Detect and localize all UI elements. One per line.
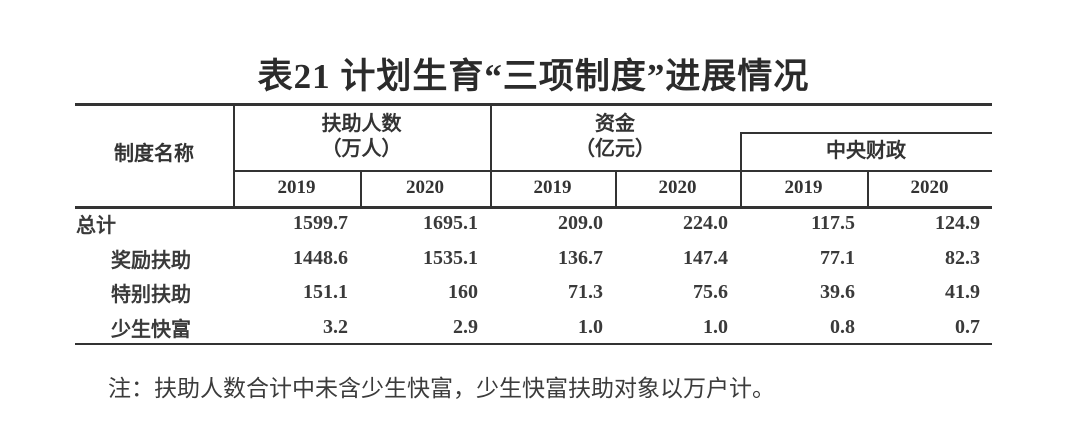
assisted-people-unit: （万人） [321, 137, 402, 160]
divider-assist-years [360, 170, 362, 206]
divider-assist-funds [490, 103, 492, 206]
header-group-assisted-people: 扶助人数 （万人） [233, 103, 490, 170]
header-institution-name-label: 制度名称 [114, 143, 194, 165]
row-label: 奖励扶助 [111, 249, 191, 272]
central-finance-top-border [740, 132, 992, 134]
row-label: 总计 [76, 214, 116, 237]
table-row-fewer-births: 少生快富 3.2 2.9 1.0 1.0 0.8 0.7 [75, 310, 992, 345]
statistics-table: 制度名称 扶助人数 （万人） 资金 （亿元） 中央财政 2019 2020 20… [75, 103, 992, 345]
header-group-central-finance: 中央财政 [740, 132, 992, 170]
row-label: 特别扶助 [111, 284, 191, 307]
cell-value: 1695.1 [423, 211, 478, 234]
funds-label: 资金 [595, 112, 635, 135]
cell-value: 136.7 [558, 246, 603, 269]
divider-central-group [740, 132, 742, 206]
cell-value: 3.2 [323, 316, 348, 339]
divider-funds-years [615, 170, 617, 206]
table-row-special-assistance: 特别扶助 151.1 160 71.3 75.6 39.6 41.9 [75, 276, 992, 311]
header-institution-name: 制度名称 [75, 103, 233, 206]
table-top-border [75, 103, 992, 106]
cell-value: 124.9 [935, 211, 980, 234]
table-body: 总计 1599.7 1695.1 209.0 224.0 117.5 124.9… [75, 206, 992, 345]
cell-value: 41.9 [945, 281, 980, 304]
year-header-assist-2019: 2019 [277, 177, 316, 198]
table-bottom-border [75, 342, 992, 345]
cell-value: 209.0 [558, 211, 603, 234]
cell-value: 71.3 [568, 281, 603, 304]
header-bottom-border [75, 206, 992, 209]
cell-value: 117.5 [811, 211, 855, 234]
table-footnote: 注：扶助人数合计中未含少生快富，少生快富扶助对象以万户计。 [108, 376, 775, 401]
year-header-funds-2019: 2019 [533, 177, 572, 198]
year-header-central-2020: 2020 [910, 177, 949, 198]
cell-value: 147.4 [683, 246, 728, 269]
table-row-total: 总计 1599.7 1695.1 209.0 224.0 117.5 124.9 [75, 206, 992, 241]
year-header-assist-2020: 2020 [406, 177, 444, 198]
cell-value: 0.7 [955, 316, 980, 339]
cell-value: 75.6 [693, 281, 728, 304]
cell-value: 1535.1 [423, 246, 478, 269]
central-finance-label: 中央财政 [826, 139, 906, 162]
cell-value: 1448.6 [293, 246, 348, 269]
table-title: 表21 计划生育“三项制度”进展情况 [257, 57, 810, 96]
cell-value: 1.0 [578, 316, 603, 339]
table-row-reward-assistance: 奖励扶助 1448.6 1535.1 136.7 147.4 77.1 82.3 [75, 241, 992, 276]
year-header-central-2019: 2019 [784, 177, 823, 198]
cell-value: 39.6 [820, 281, 855, 304]
cell-value: 82.3 [945, 246, 980, 269]
cell-value: 77.1 [820, 246, 855, 269]
cell-value: 1599.7 [293, 211, 348, 234]
divider-name-col [233, 103, 235, 206]
funds-unit: （亿元） [575, 137, 655, 160]
cell-value: 0.8 [830, 316, 855, 339]
cell-value: 151.1 [303, 281, 348, 304]
year-row-top-border [233, 170, 992, 172]
cell-value: 224.0 [683, 211, 728, 234]
cell-value: 1.0 [703, 316, 728, 339]
year-header-funds-2020: 2020 [658, 177, 697, 198]
assisted-people-label: 扶助人数 [321, 112, 402, 135]
header-group-funds: 资金 （亿元） [490, 103, 740, 170]
cell-value: 2.9 [453, 316, 478, 339]
divider-central-years [867, 170, 869, 206]
cell-value: 160 [448, 281, 478, 304]
row-label: 少生快富 [111, 319, 191, 342]
